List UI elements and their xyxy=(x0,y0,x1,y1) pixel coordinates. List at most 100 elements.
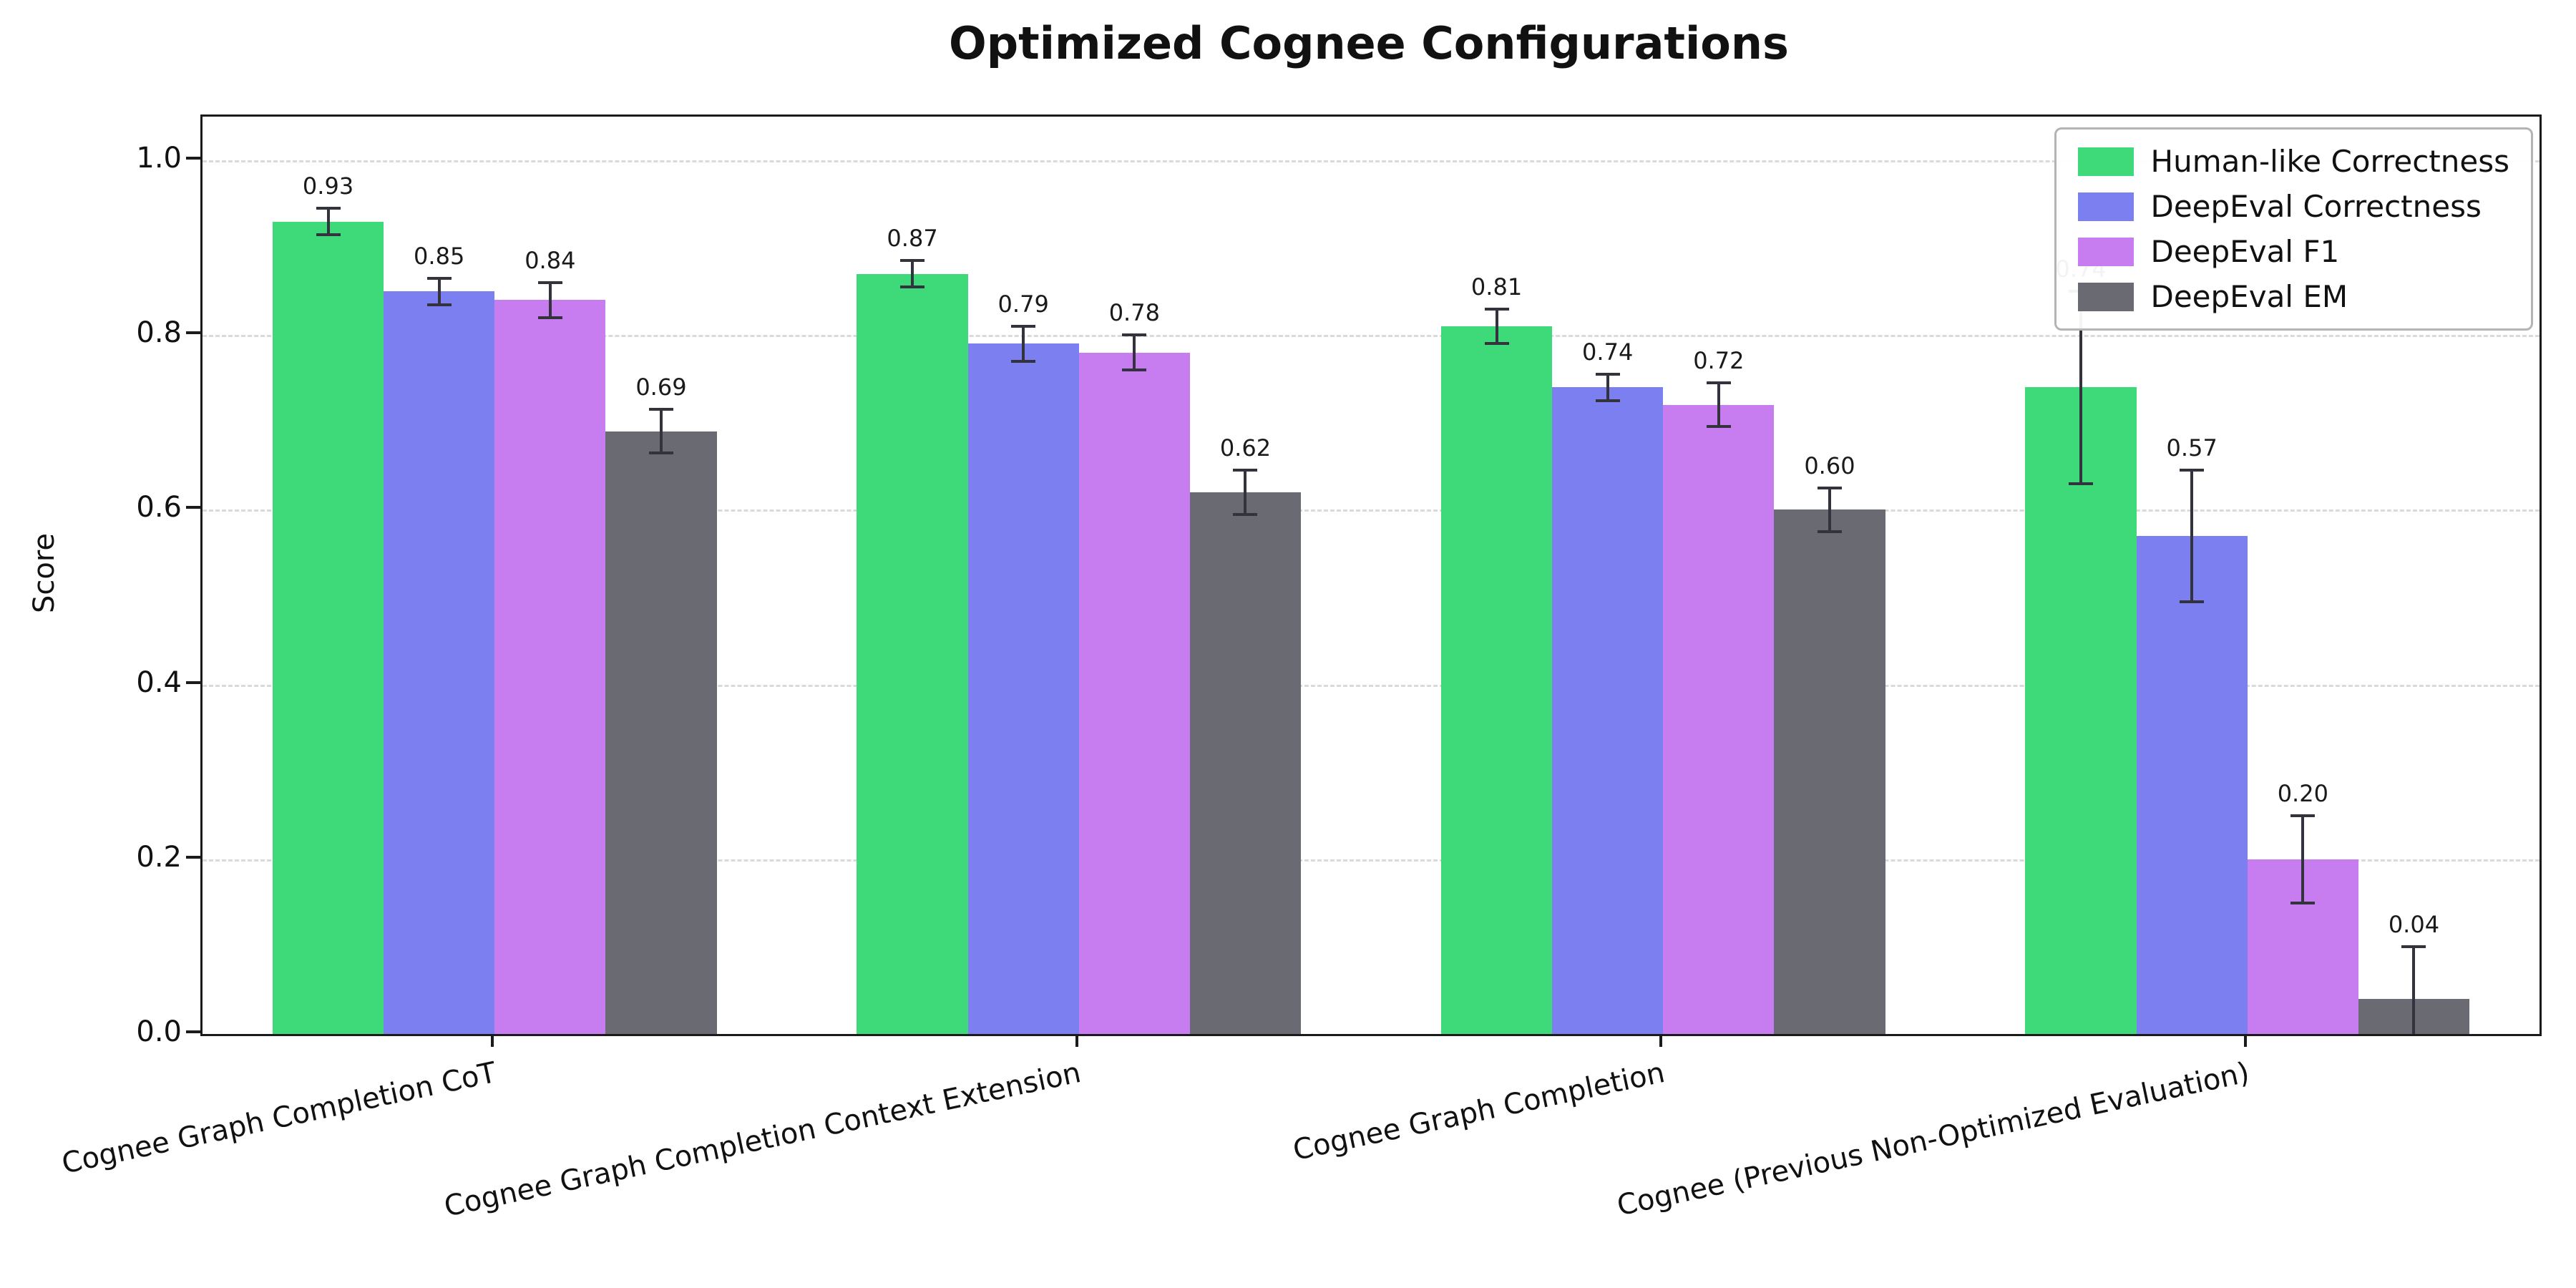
legend-swatch xyxy=(2077,237,2134,266)
bar-value-label: 0.79 xyxy=(997,291,1049,318)
error-bar-cap xyxy=(648,452,673,455)
y-tick-mark xyxy=(186,855,200,859)
legend: Human-like Correctness DeepEval Correctne… xyxy=(2054,127,2533,331)
error-bar-cap xyxy=(2290,901,2316,904)
bar-value-label: 0.78 xyxy=(1108,299,1160,327)
legend-swatch xyxy=(2077,192,2134,221)
error-bar-cap xyxy=(2290,814,2316,817)
bar-value-label: 0.72 xyxy=(1693,347,1745,375)
bar-value-label: 0.87 xyxy=(887,225,938,253)
error-bar xyxy=(2190,470,2194,602)
legend-swatch xyxy=(2077,147,2134,176)
gridline xyxy=(203,509,2540,512)
y-tick-label: 1.0 xyxy=(136,142,182,175)
bar xyxy=(1078,352,1190,1034)
error-bar-cap xyxy=(648,408,673,411)
bar-value-label: 0.85 xyxy=(414,242,465,270)
bar xyxy=(494,300,606,1034)
error-bar-cap xyxy=(1011,325,1036,328)
x-tick-label: Cognee Graph Completion xyxy=(1290,1056,1668,1168)
error-bar-cap xyxy=(1595,399,1620,402)
error-bar xyxy=(659,409,663,454)
x-tick-mark xyxy=(1075,1034,1078,1047)
error-bar xyxy=(911,260,914,288)
y-tick-mark xyxy=(186,506,200,509)
error-bar xyxy=(1244,470,1247,514)
error-bar-cap xyxy=(1233,469,1258,472)
error-bar-cap xyxy=(1706,425,1731,429)
bar-value-label: 0.20 xyxy=(2277,779,2328,807)
legend-item: DeepEval EM xyxy=(2077,279,2510,314)
y-axis-label: Score xyxy=(28,532,61,614)
bar xyxy=(857,273,968,1034)
error-bar-cap xyxy=(537,280,562,284)
gridline xyxy=(203,160,2540,163)
legend-label: DeepEval Correctness xyxy=(2150,189,2482,224)
error-bar-cap xyxy=(2401,945,2426,948)
bar-value-label: 0.81 xyxy=(1470,273,1523,301)
x-tick-label: Cognee (Previous Non-Optimized Evaluatio… xyxy=(1614,1056,2253,1223)
gridline xyxy=(203,335,2540,338)
bar-value-label: 0.60 xyxy=(1804,452,1855,479)
error-bar-cap xyxy=(900,286,925,289)
error-bar xyxy=(1606,374,1609,401)
bar xyxy=(1189,492,1301,1034)
error-bar-cap xyxy=(1484,307,1509,311)
y-tick-label: 0.0 xyxy=(136,1015,182,1048)
error-bar-cap xyxy=(900,259,925,263)
legend-item: Human-like Correctness xyxy=(2077,144,2510,179)
bar xyxy=(1440,326,1553,1034)
y-tick-mark xyxy=(186,157,200,160)
error-bar xyxy=(326,208,330,235)
error-bar xyxy=(1717,383,1720,427)
bar xyxy=(2025,387,2137,1034)
error-bar-cap xyxy=(1595,373,1620,376)
bar-value-label: 0.57 xyxy=(2166,434,2218,462)
y-tick-label: 0.6 xyxy=(136,491,182,525)
bar xyxy=(1552,387,1664,1034)
error-bar xyxy=(1133,335,1136,371)
x-tick-label: Cognee Graph Completion Context Extensio… xyxy=(441,1056,1084,1224)
legend-label: Human-like Correctness xyxy=(2150,144,2510,179)
error-bar xyxy=(2412,946,2416,1034)
x-tick-mark xyxy=(2243,1034,2247,1047)
bar-value-label: 0.04 xyxy=(2388,910,2440,938)
error-bar xyxy=(437,278,441,305)
error-bar xyxy=(2301,815,2305,903)
error-bar xyxy=(2079,291,2083,484)
legend-swatch xyxy=(2077,282,2134,311)
error-bar-cap xyxy=(1233,512,1258,516)
error-bar-cap xyxy=(2180,600,2205,603)
y-tick-label: 0.4 xyxy=(136,665,182,699)
error-bar-cap xyxy=(1817,486,1842,489)
y-tick-label: 0.2 xyxy=(136,840,182,874)
error-bar-cap xyxy=(2069,482,2094,485)
gridline xyxy=(203,859,2540,862)
error-bar-cap xyxy=(426,303,452,306)
y-tick-mark xyxy=(186,680,200,684)
y-tick-label: 0.8 xyxy=(136,316,182,350)
error-bar-cap xyxy=(316,207,341,210)
error-bar-cap xyxy=(1706,381,1731,385)
bar-value-label: 0.93 xyxy=(302,172,354,200)
error-bar-cap xyxy=(537,316,562,319)
y-tick-mark xyxy=(186,331,200,335)
bar xyxy=(1663,404,1775,1034)
y-tick-mark xyxy=(186,1030,200,1033)
error-bar-cap xyxy=(316,233,341,236)
bar xyxy=(272,221,384,1034)
bar-value-label: 0.84 xyxy=(525,246,576,274)
bar xyxy=(967,343,1079,1034)
error-bar-cap xyxy=(2180,469,2205,472)
error-bar xyxy=(548,282,552,318)
gridline xyxy=(203,684,2540,687)
legend-label: DeepEval EM xyxy=(2150,279,2348,314)
legend-item: DeepEval Correctness xyxy=(2077,189,2510,224)
bar xyxy=(1774,509,1885,1034)
chart-title: Optimized Cognee Configurations xyxy=(949,17,1789,69)
error-bar-cap xyxy=(1122,369,1147,372)
bar-value-label: 0.62 xyxy=(1219,434,1272,462)
legend-label: DeepEval F1 xyxy=(2150,234,2340,269)
legend-item: DeepEval F1 xyxy=(2077,234,2510,269)
